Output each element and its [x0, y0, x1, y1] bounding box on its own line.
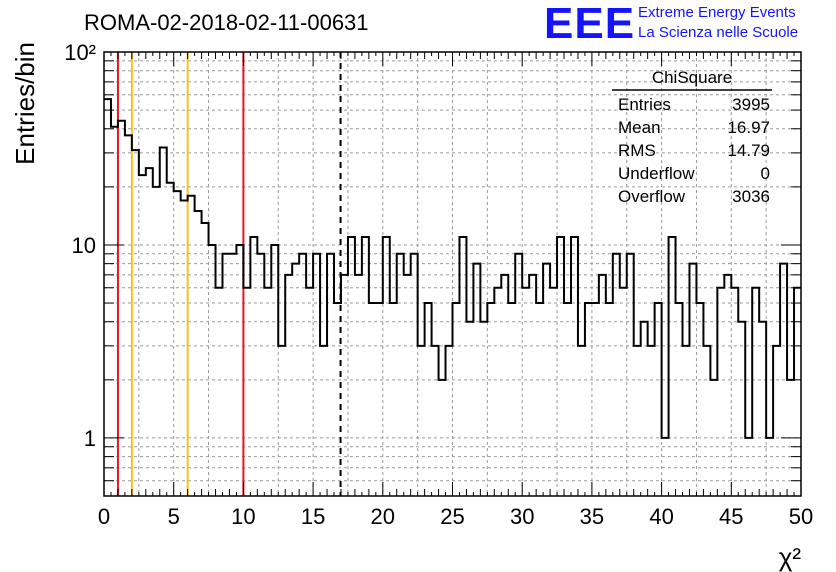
y-tick-label: 10: [72, 233, 96, 258]
x-tick-label: 30: [510, 504, 534, 529]
stats-name: ChiSquare: [652, 68, 732, 87]
logo-subtitle-line1: Extreme Energy Events: [638, 4, 796, 21]
x-axis-title: χ²: [779, 542, 802, 572]
eee-logo: EEE: [544, 0, 636, 48]
histogram-title: ROMA-02-2018-02-11-00631: [84, 10, 369, 35]
x-tick-label: 20: [371, 504, 395, 529]
stats-row-value: 14.79: [727, 141, 770, 160]
axes-layer: 0 5 10 15 20 25 30 35 40 45 50 1 10 10² Entries/bin χ²: [10, 40, 813, 572]
stats-row-label: Entries: [618, 95, 671, 114]
x-tick-label: 40: [649, 504, 673, 529]
x-tick-label: 35: [580, 504, 604, 529]
vertical-marker-lines: [116, 52, 342, 496]
stats-row-label: Mean: [618, 118, 661, 137]
y-tick-label: 10²: [64, 40, 96, 65]
x-tick-label: 25: [440, 504, 464, 529]
x-tick-label: 0: [98, 504, 110, 529]
histogram-layer: [104, 98, 801, 439]
x-tick-label: 15: [301, 504, 325, 529]
x-tick-label: 45: [719, 504, 743, 529]
stats-row-label: Underflow: [618, 164, 695, 183]
y-axis-title: Entries/bin: [10, 42, 40, 165]
stats-box: ChiSquare Entries 3995 Mean 16.97 RMS 14.79 Und…: [612, 68, 772, 206]
histogram-steps: [104, 98, 801, 439]
stats-row-value: 3995: [732, 95, 770, 114]
stats-row-label: RMS: [618, 141, 656, 160]
logo-subtitle-line2: La Scienza nelle Scuole: [638, 24, 799, 41]
x-tick-label: 50: [789, 504, 813, 529]
x-tick-label: 5: [168, 504, 180, 529]
y-tick-label: 1: [84, 426, 96, 451]
x-tick-label: 10: [231, 504, 255, 529]
stats-row-value: 16.97: [727, 118, 770, 137]
stats-row-label: Overflow: [618, 187, 686, 206]
stats-row-value: 3036: [732, 187, 770, 206]
stats-row-value: 0: [761, 164, 770, 183]
